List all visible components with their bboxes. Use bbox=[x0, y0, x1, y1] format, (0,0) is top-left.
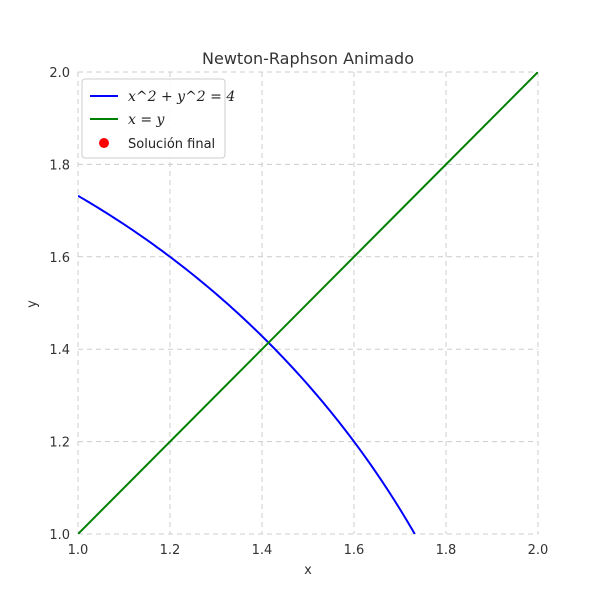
x-tick-label: 2.0 bbox=[528, 543, 549, 558]
legend-label-identity: x = y bbox=[128, 112, 166, 128]
legend-label-circle: x^2 + y^2 = 4 bbox=[128, 89, 235, 105]
y-tick-label: 1.4 bbox=[49, 343, 70, 358]
x-axis-label: x bbox=[304, 563, 312, 578]
x-tick-label: 1.6 bbox=[344, 543, 365, 558]
x-tick-label: 1.2 bbox=[160, 543, 181, 558]
chart-title: Newton-Raphson Animado bbox=[202, 49, 414, 68]
legend: x^2 + y^2 = 4 x = y Solución final bbox=[81, 78, 235, 159]
x-tick-label: 1.0 bbox=[68, 543, 89, 558]
x-tick-label: 1.8 bbox=[436, 543, 457, 558]
y-tick-label: 1.0 bbox=[49, 528, 70, 543]
y-axis-label: y bbox=[25, 300, 40, 308]
ticks: 1.0 1.2 1.4 1.6 1.8 2.0 1.0 1.2 1.4 1.6 1.8 2.0 bbox=[49, 66, 548, 558]
legend-label-solution: Solución final bbox=[128, 137, 215, 152]
series-line-circle bbox=[78, 194, 416, 534]
plot-lines bbox=[78, 72, 538, 534]
y-tick-label: 1.8 bbox=[49, 158, 70, 173]
grid bbox=[77, 71, 539, 535]
y-tick-label: 2.0 bbox=[49, 66, 70, 81]
y-tick-label: 1.2 bbox=[49, 436, 70, 451]
x-tick-label: 1.4 bbox=[252, 543, 273, 558]
legend-box bbox=[81, 78, 226, 159]
y-tick-label: 1.6 bbox=[49, 251, 70, 266]
legend-swatch-solution bbox=[99, 138, 109, 148]
series-line-identity bbox=[78, 72, 538, 534]
